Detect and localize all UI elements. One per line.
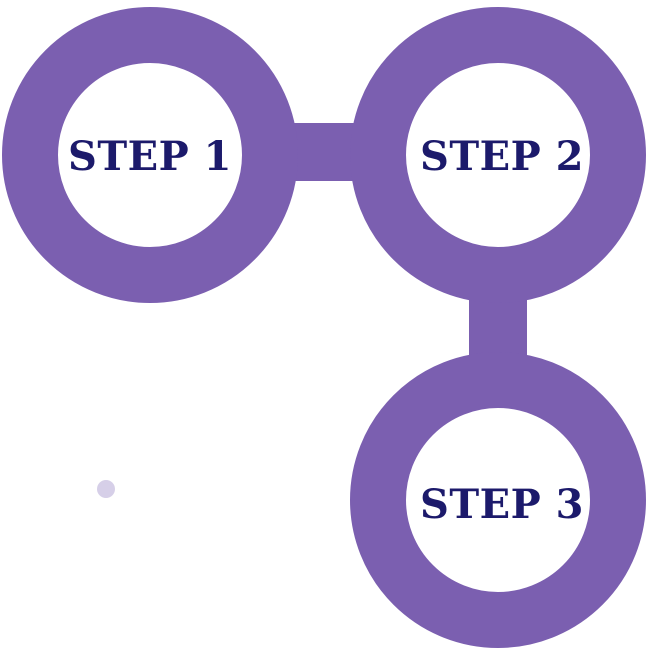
step-3-label: STEP 3 (420, 481, 584, 528)
step-1-ring (2, 7, 298, 303)
step-2-label: STEP 2 (420, 133, 584, 180)
step-3-ring (350, 352, 646, 648)
step-1-label: STEP 1 (68, 133, 232, 180)
decorative-speck (97, 480, 115, 498)
step-2-ring (350, 7, 646, 303)
